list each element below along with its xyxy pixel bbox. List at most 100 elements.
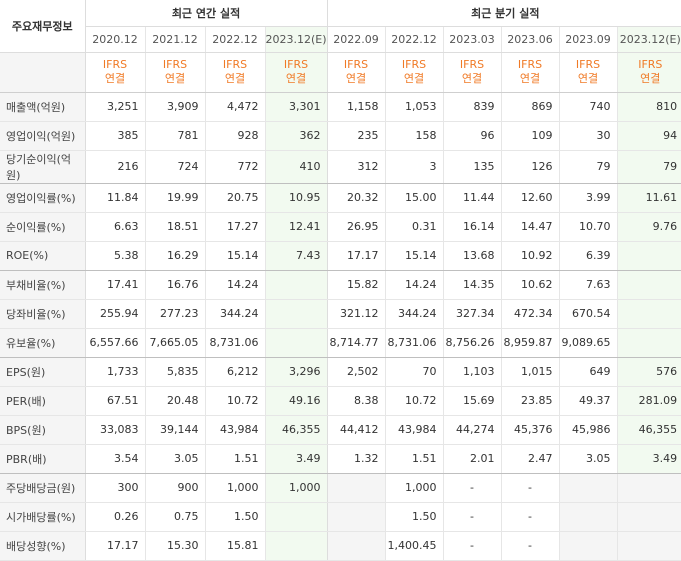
standard-consolidated: 연결 bbox=[224, 72, 246, 85]
row-value: 312 bbox=[326, 150, 386, 184]
row-label: 영업이익(억원) bbox=[0, 121, 85, 151]
row-value: 8,714.77 bbox=[326, 328, 386, 358]
row-value: 70 bbox=[384, 357, 444, 387]
period-header: 2023.09 bbox=[558, 26, 618, 53]
row-label: 시가배당률(%) bbox=[0, 502, 85, 532]
row-value: 11.44 bbox=[442, 183, 502, 213]
row-value: 3.99 bbox=[558, 183, 618, 213]
row-value: 17.41 bbox=[84, 270, 145, 300]
standard-consolidated: 연결 bbox=[285, 72, 307, 85]
row-value: - bbox=[442, 502, 502, 532]
row-value: 0.75 bbox=[144, 502, 205, 532]
row-value: 135 bbox=[442, 150, 502, 184]
row-value: 3.49 bbox=[264, 444, 328, 474]
row-value: 45,376 bbox=[500, 415, 560, 445]
row-value: 79 bbox=[558, 150, 618, 184]
row-value: 8,959.87 bbox=[500, 328, 560, 358]
row-value: 10.72 bbox=[204, 386, 265, 416]
row-value: 900 bbox=[144, 473, 205, 503]
row-value: 300 bbox=[84, 473, 145, 503]
table-row: 당기순이익(억원) 216 724 772 410 312 3 135 126 79 79 bbox=[0, 150, 681, 184]
row-label: 영업이익률(%) bbox=[0, 183, 85, 213]
row-value: 46,355 bbox=[264, 415, 328, 445]
row-value: 1.32 bbox=[326, 444, 386, 474]
row-value: 321.12 bbox=[326, 299, 386, 329]
row-value: 3.05 bbox=[144, 444, 205, 474]
row-value: 5.38 bbox=[84, 241, 145, 271]
row-value: 44,274 bbox=[442, 415, 502, 445]
row-value: 724 bbox=[144, 150, 205, 184]
row-value: 6,557.66 bbox=[84, 328, 145, 358]
row-value: 2,502 bbox=[326, 357, 386, 387]
row-value: 30 bbox=[558, 121, 618, 151]
row-value: 3,296 bbox=[264, 357, 328, 387]
row-value bbox=[264, 328, 328, 358]
row-value: 17.27 bbox=[204, 212, 265, 242]
row-value: 928 bbox=[204, 121, 265, 151]
row-value bbox=[558, 473, 618, 503]
row-value: 126 bbox=[500, 150, 560, 184]
row-value: 6.63 bbox=[84, 212, 145, 242]
row-value: 19.99 bbox=[144, 183, 205, 213]
row-value bbox=[264, 299, 328, 329]
row-value: 0.31 bbox=[384, 212, 444, 242]
row-value: 472.34 bbox=[500, 299, 560, 329]
table-row: 부채비율(%) 17.41 16.76 14.24 15.82 14.24 14.35 10.… bbox=[0, 270, 681, 300]
period-header: 2023.12(E) bbox=[616, 26, 681, 53]
row-value: 16.76 bbox=[144, 270, 205, 300]
row-value: 344.24 bbox=[384, 299, 444, 329]
row-value: - bbox=[500, 502, 560, 532]
table-row: BPS(원) 33,083 39,144 43,984 46,355 44,412 43,9… bbox=[0, 415, 681, 445]
accounting-standard: IFRS 연결 bbox=[326, 52, 386, 93]
row-value: 772 bbox=[204, 150, 265, 184]
table-header-label: 주요재무정보 bbox=[0, 0, 85, 53]
table-row: 영업이익(억원) 385 781 928 362 235 158 96 109 30 94 bbox=[0, 121, 681, 151]
row-value: 10.72 bbox=[384, 386, 444, 416]
row-value bbox=[558, 502, 618, 532]
row-value: 3.49 bbox=[616, 444, 681, 474]
row-label: 부채비율(%) bbox=[0, 270, 85, 300]
row-value: 23.85 bbox=[500, 386, 560, 416]
row-value: 8,731.06 bbox=[204, 328, 265, 358]
row-value: 4,472 bbox=[204, 92, 265, 122]
row-value: 1.50 bbox=[384, 502, 444, 532]
row-value: 33,083 bbox=[84, 415, 145, 445]
row-label: 순이익률(%) bbox=[0, 212, 85, 242]
row-value bbox=[616, 328, 681, 358]
row-value: 12.60 bbox=[500, 183, 560, 213]
row-value: 362 bbox=[264, 121, 328, 151]
row-value: 14.24 bbox=[384, 270, 444, 300]
row-value: 1.51 bbox=[204, 444, 265, 474]
row-value: 39,144 bbox=[144, 415, 205, 445]
row-value: 649 bbox=[558, 357, 618, 387]
quarterly-results-header: 최근 분기 실적 bbox=[326, 0, 681, 27]
row-value: 15.00 bbox=[384, 183, 444, 213]
table-row: 유보율(%) 6,557.66 7,665.05 8,731.06 8,714.77 8,… bbox=[0, 328, 681, 358]
row-value: 385 bbox=[84, 121, 145, 151]
row-label: 유보율(%) bbox=[0, 328, 85, 358]
row-value: 344.24 bbox=[204, 299, 265, 329]
table-row: 시가배당률(%) 0.26 0.75 1.50 1.50- - bbox=[0, 502, 681, 532]
row-value: 14.35 bbox=[442, 270, 502, 300]
row-value: 43,984 bbox=[204, 415, 265, 445]
row-value: 9,089.65 bbox=[558, 328, 618, 358]
period-header: 2022.09 bbox=[326, 26, 386, 53]
row-value: 2.47 bbox=[500, 444, 560, 474]
row-value: - bbox=[500, 473, 560, 503]
row-value: 1.51 bbox=[384, 444, 444, 474]
row-value: 158 bbox=[384, 121, 444, 151]
row-value bbox=[616, 241, 681, 271]
row-value: 1,015 bbox=[500, 357, 560, 387]
row-value: 20.75 bbox=[204, 183, 265, 213]
row-value: 11.61 bbox=[616, 183, 681, 213]
annual-results-header: 최근 연간 실적 bbox=[84, 0, 328, 27]
row-label: BPS(원) bbox=[0, 415, 85, 445]
row-value: 1,103 bbox=[442, 357, 502, 387]
row-label: 당좌비율(%) bbox=[0, 299, 85, 329]
row-value bbox=[616, 502, 681, 532]
row-value: 6,212 bbox=[204, 357, 265, 387]
row-value: 7,665.05 bbox=[144, 328, 205, 358]
standard-consolidated: 연결 bbox=[577, 72, 599, 85]
standard-ifrs: IFRS bbox=[162, 58, 188, 71]
row-value: 20.32 bbox=[326, 183, 386, 213]
